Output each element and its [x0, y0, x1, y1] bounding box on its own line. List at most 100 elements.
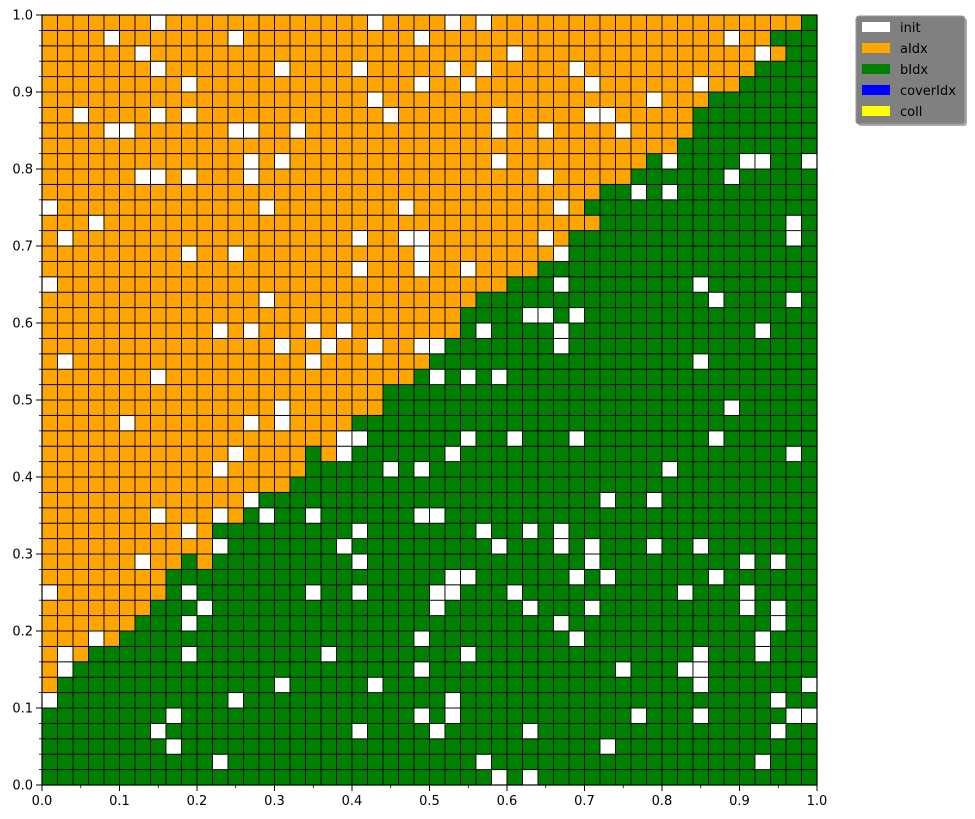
- heatmap-cell: [336, 291, 353, 309]
- heatmap-cell: [72, 676, 89, 694]
- heatmap-cell: [398, 91, 415, 108]
- heatmap-cell: [599, 199, 616, 216]
- heatmap-cell: [382, 584, 399, 601]
- heatmap-cell: [599, 507, 616, 524]
- heatmap-cell: [661, 538, 678, 555]
- heatmap-cell: [599, 676, 616, 694]
- heatmap-cell: [181, 769, 198, 786]
- heatmap-cell: [615, 538, 632, 555]
- heatmap-cell: [72, 276, 89, 293]
- heatmap-cell: [646, 76, 663, 93]
- heatmap-cell: [150, 153, 167, 170]
- heatmap-cell: [785, 630, 802, 647]
- heatmap-cell: [429, 337, 446, 355]
- heatmap-cell: [243, 553, 260, 570]
- heatmap-cell: [677, 692, 694, 709]
- heatmap-cell: [646, 245, 663, 262]
- heatmap-cell: [646, 106, 663, 124]
- heatmap-cell: [444, 722, 461, 740]
- heatmap-cell: [522, 384, 539, 401]
- heatmap-cell: [708, 753, 725, 771]
- heatmap-cell: [119, 153, 136, 170]
- heatmap-cell: [754, 307, 771, 324]
- heatmap-cell: [630, 368, 647, 386]
- heatmap-cell: [382, 430, 399, 447]
- heatmap-cell: [444, 676, 461, 694]
- heatmap-cell: [646, 491, 663, 509]
- heatmap-cell: [739, 568, 756, 586]
- heatmap-cell: [336, 29, 353, 47]
- heatmap-cell: [785, 76, 802, 93]
- heatmap-cell: [212, 461, 229, 478]
- heatmap-cell: [227, 414, 244, 432]
- heatmap-cell: [460, 368, 477, 386]
- heatmap-cell: [661, 384, 678, 401]
- heatmap-cell: [274, 599, 291, 617]
- heatmap-cell: [336, 769, 353, 786]
- heatmap-cell: [367, 399, 384, 416]
- heatmap-cell: [491, 599, 508, 617]
- heatmap-cell: [351, 322, 368, 339]
- heatmap-cell: [320, 722, 337, 740]
- heatmap-cell: [289, 14, 306, 31]
- heatmap-cell: [367, 353, 384, 370]
- heatmap-cell: [785, 122, 802, 139]
- heatmap-cell: [537, 276, 554, 293]
- heatmap-cell: [351, 584, 368, 601]
- heatmap-cell: [336, 707, 353, 724]
- heatmap-cell: [351, 337, 368, 355]
- heatmap-cell: [708, 337, 725, 355]
- heatmap-cell: [708, 260, 725, 278]
- heatmap-cell: [367, 29, 384, 47]
- heatmap-cell: [103, 291, 120, 309]
- heatmap-cell: [584, 522, 601, 540]
- heatmap-cell: [661, 584, 678, 601]
- heatmap-cell: [491, 568, 508, 586]
- heatmap-cell: [289, 368, 306, 386]
- heatmap-cell: [599, 76, 616, 93]
- heatmap-cell: [754, 76, 771, 93]
- heatmap-cell: [274, 45, 291, 62]
- heatmap-cell: [398, 445, 415, 463]
- heatmap-cell: [243, 430, 260, 447]
- heatmap-cell: [708, 414, 725, 432]
- heatmap-cell: [739, 307, 756, 324]
- heatmap-cell: [212, 307, 229, 324]
- heatmap-cell: [367, 568, 384, 586]
- heatmap-cell: [320, 353, 337, 370]
- heatmap-cell: [615, 568, 632, 586]
- heatmap-cell: [553, 414, 570, 432]
- heatmap-cell: [460, 476, 477, 493]
- heatmap-cell: [584, 630, 601, 647]
- heatmap-cell: [506, 322, 523, 339]
- heatmap-cell: [336, 507, 353, 524]
- heatmap-cell: [305, 722, 322, 740]
- heatmap-cell: [723, 661, 740, 678]
- heatmap-cell: [677, 137, 694, 155]
- heatmap-cell: [212, 645, 229, 663]
- heatmap-cell: [367, 214, 384, 232]
- heatmap-cell: [630, 522, 647, 540]
- heatmap-cell: [661, 692, 678, 709]
- heatmap-cell: [444, 353, 461, 370]
- heatmap-cell: [305, 538, 322, 555]
- heatmap-cell: [212, 753, 229, 771]
- heatmap-cell: [305, 122, 322, 139]
- heatmap-cell: [444, 214, 461, 232]
- heatmap-cell: [212, 137, 229, 155]
- heatmap-cell: [770, 76, 787, 93]
- heatmap-cell: [506, 276, 523, 293]
- heatmap-cell: [367, 738, 384, 755]
- heatmap-cell: [320, 461, 337, 478]
- heatmap-cell: [57, 91, 74, 108]
- heatmap-cell: [785, 645, 802, 663]
- heatmap-cell: [568, 753, 585, 771]
- heatmap-cell: [134, 522, 151, 540]
- heatmap-cell: [460, 183, 477, 201]
- heatmap-cell: [72, 661, 89, 678]
- heatmap-cell: [289, 738, 306, 755]
- heatmap-cell: [506, 91, 523, 108]
- heatmap-cell: [150, 414, 167, 432]
- heatmap-cell: [646, 60, 663, 78]
